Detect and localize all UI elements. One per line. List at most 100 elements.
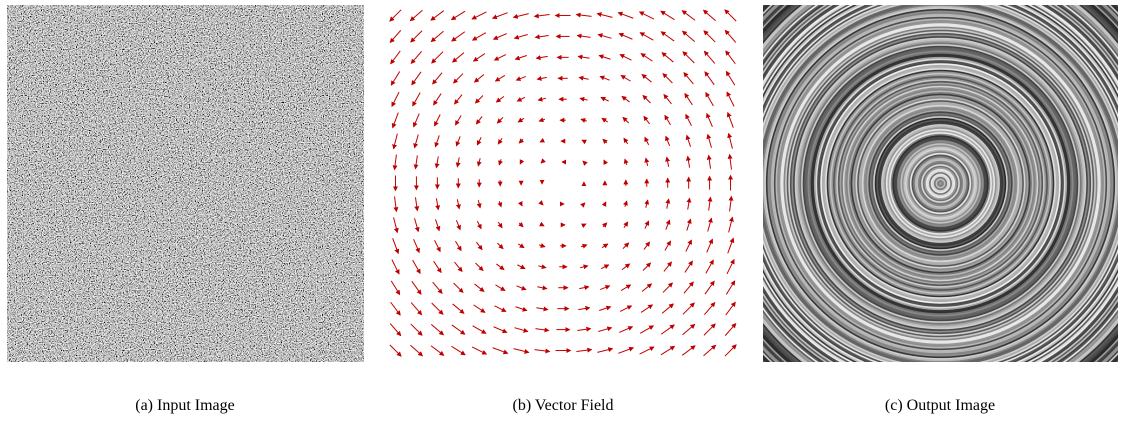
field-arrow [665, 241, 671, 250]
field-arrow [498, 222, 502, 228]
field-arrow [433, 73, 442, 84]
field-arrow [541, 161, 543, 163]
field-arrow [661, 325, 674, 334]
field-arrow [683, 303, 694, 314]
field-arrow [665, 115, 671, 124]
field-arrow [495, 285, 504, 291]
field-arrow [433, 282, 442, 293]
field-arrow [472, 12, 486, 19]
field-arrow [644, 116, 650, 124]
field-arrow [622, 96, 630, 102]
field-arrow [392, 260, 399, 274]
field-arrow [434, 261, 442, 272]
field-arrow [498, 138, 502, 144]
field-arrow [666, 220, 670, 229]
field-arrow [456, 220, 460, 229]
field-arrow [602, 244, 608, 248]
field-arrow [640, 326, 653, 334]
field-arrow [580, 98, 588, 100]
field-arrow [729, 134, 733, 149]
field-arrow [473, 326, 486, 334]
field-arrow [476, 242, 482, 250]
field-arrow [390, 345, 401, 356]
field-arrow [390, 324, 401, 336]
field-arrow [725, 30, 736, 42]
field-arrow [452, 11, 466, 19]
field-arrow [578, 308, 589, 310]
field-arrow [661, 346, 675, 354]
field-arrow [431, 11, 444, 21]
field-arrow [412, 72, 421, 85]
field-arrow [725, 10, 736, 21]
field-arrow [478, 158, 480, 166]
field-arrow [685, 261, 693, 272]
field-arrow [726, 281, 734, 295]
field-arrow [729, 217, 733, 232]
field-arrow [667, 157, 669, 166]
field-arrow [413, 260, 421, 273]
field-arrow [496, 264, 504, 270]
field-arrow [473, 33, 486, 41]
field-arrow [476, 116, 482, 124]
field-arrow [704, 303, 714, 315]
field-arrow [516, 76, 525, 80]
field-arrow [600, 76, 609, 80]
field-arrow [685, 94, 693, 105]
field-arrow [411, 31, 422, 42]
field-arrow [622, 264, 630, 270]
field-arrow [707, 114, 713, 127]
field-arrow [537, 287, 546, 289]
field-arrow [411, 303, 421, 315]
field-arrow [432, 303, 443, 314]
field-arrow [686, 115, 692, 126]
field-arrow [436, 156, 438, 167]
field-arrow [496, 96, 504, 102]
field-arrow [640, 12, 654, 19]
field-arrow [541, 203, 543, 205]
field-arrow [457, 199, 459, 208]
field-arrow [708, 135, 712, 148]
field-arrow [410, 345, 422, 356]
field-arrow [625, 159, 627, 165]
field-arrow [391, 281, 399, 295]
field-arrow [434, 94, 442, 105]
field-arrow [431, 31, 443, 41]
field-arrow [707, 239, 713, 252]
field-arrow [393, 238, 399, 253]
field-arrow [644, 242, 650, 250]
field-arrow [455, 241, 461, 250]
field-arrow [539, 245, 545, 247]
caption: (a) Input Image [135, 397, 235, 414]
field-arrow [576, 15, 591, 17]
field-arrow [412, 281, 421, 294]
field-arrow [392, 92, 399, 106]
field-arrow [391, 72, 399, 86]
field-arrow [390, 10, 401, 21]
field-arrow [577, 329, 590, 331]
field-arrow [728, 238, 734, 253]
field-arrow [514, 14, 529, 18]
field-arrow [415, 197, 417, 210]
field-arrow [474, 305, 485, 313]
field-arrow [725, 324, 736, 336]
field-arrow [662, 304, 673, 313]
field-arrow [431, 346, 444, 356]
field-arrow [583, 203, 585, 205]
field-arrow [454, 283, 463, 292]
field-arrow [411, 324, 422, 335]
field-arrow [452, 32, 465, 41]
field-arrow [643, 95, 651, 103]
field-arrow [582, 140, 586, 142]
field-arrow [601, 265, 609, 269]
field-arrow [688, 198, 690, 209]
field-arrow [477, 221, 481, 229]
field-arrow [436, 198, 438, 209]
caption: (c) Output Image [885, 397, 995, 414]
field-arrow [704, 324, 715, 335]
field-arrow [688, 156, 690, 167]
field-arrow [580, 266, 588, 268]
field-arrow [394, 134, 398, 149]
field-arrow [624, 138, 628, 144]
field-arrow [415, 135, 419, 148]
field-arrow [520, 202, 522, 206]
